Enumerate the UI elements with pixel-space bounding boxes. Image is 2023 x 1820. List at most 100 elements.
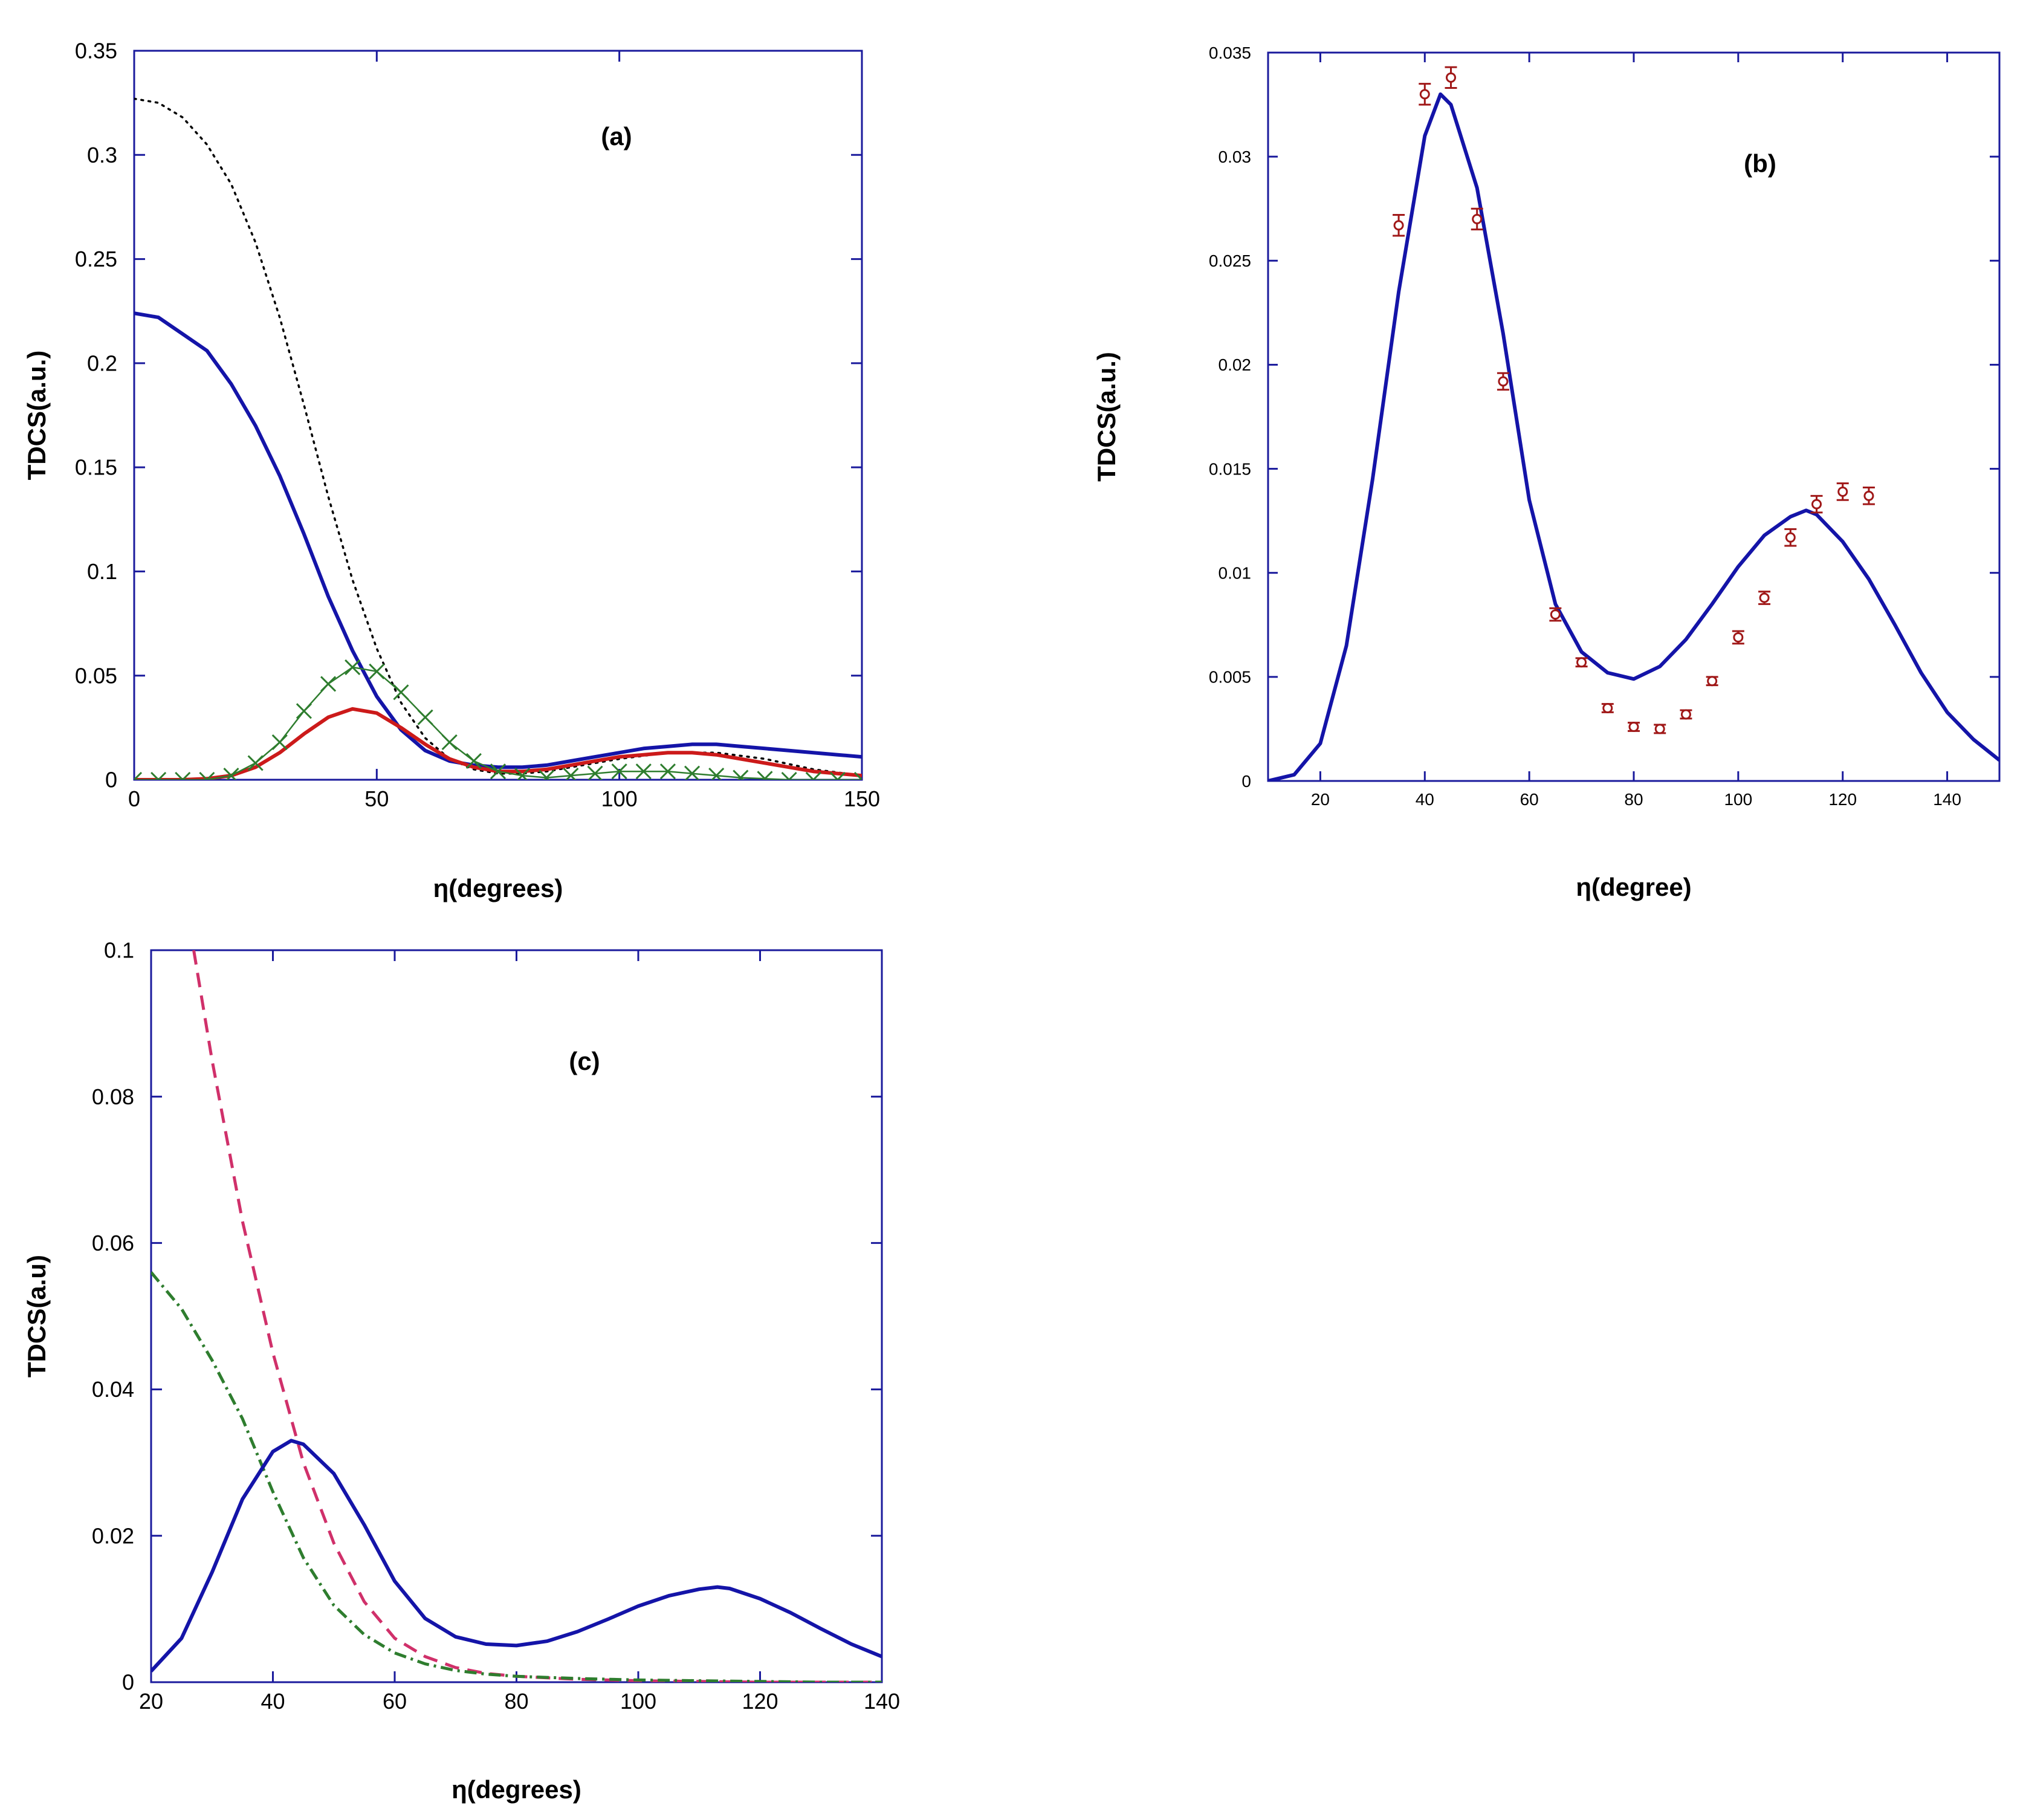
y-tick-label: 0.1 [87, 559, 117, 584]
cross-marker [151, 771, 167, 780]
cross-marker [465, 753, 482, 769]
panel-label: (a) [601, 122, 632, 151]
y-tick-label: 0.005 [1209, 668, 1251, 687]
x-tick-label: 40 [261, 1689, 285, 1714]
cross-marker [441, 734, 458, 751]
cross-marker [853, 771, 862, 780]
data-point [1811, 499, 1822, 510]
x-tick-label: 20 [139, 1689, 163, 1714]
y-tick-label: 0.35 [75, 39, 117, 63]
series-line-solid-blue [151, 1439, 882, 1673]
data-point [1654, 724, 1665, 734]
cross-marker [563, 768, 579, 780]
cross-marker [393, 684, 409, 701]
y-tick-label: 0 [1241, 772, 1251, 791]
x-tick-label: 120 [742, 1689, 778, 1714]
x-tick-label: 40 [1416, 790, 1434, 809]
data-point [1576, 657, 1587, 668]
data-point [1550, 609, 1561, 620]
data-point [1472, 213, 1483, 224]
y-tick-label: 0.3 [87, 143, 117, 167]
cross-marker [805, 771, 821, 780]
x-tick-label: 150 [844, 786, 880, 811]
series-line-theory-solid-blue [1268, 92, 1999, 781]
series-group [151, 950, 882, 1682]
cross-marker [175, 771, 191, 780]
x-tick-label: 120 [1828, 790, 1857, 809]
data-point [1419, 89, 1430, 100]
x-tick-label: 140 [1933, 790, 1961, 809]
y-tick-label: 0.08 [92, 1084, 134, 1109]
x-tick-label: 20 [1311, 790, 1330, 809]
cross-marker [345, 659, 361, 675]
series-group [134, 97, 862, 780]
cross-marker [247, 755, 264, 771]
cross-marker [733, 769, 749, 780]
x-tick-label: 100 [1724, 790, 1752, 809]
cross-marker [134, 771, 143, 780]
cross-marker [781, 771, 797, 780]
series-line-solid-blue [134, 311, 862, 769]
panel-label: (c) [569, 1047, 600, 1075]
data-point [1446, 72, 1456, 83]
data-point [1759, 592, 1770, 603]
cross-marker [369, 663, 385, 679]
cross-marker [611, 763, 627, 780]
y-tick-label: 0.02 [1219, 355, 1252, 374]
cross-marker [539, 769, 555, 780]
cross-marker [490, 763, 507, 780]
panel-label: (b) [1744, 149, 1776, 178]
cross-marker [296, 703, 312, 719]
y-tick-label: 0.01 [1219, 564, 1252, 583]
x-axis-title: η(degrees) [433, 874, 563, 902]
chart-panel-2: 20 40 60 80 100 120 140 0 0.005 0.01 0.015 0.02 0.02… [1092, 44, 2001, 901]
cross-marker [587, 765, 603, 780]
y-axis-title: TDCS(a.u.) [1092, 352, 1121, 482]
data-point [1602, 703, 1613, 713]
x-tick-label: 60 [383, 1689, 407, 1714]
cross-marker [320, 676, 337, 692]
x-tick-label: 100 [620, 1689, 656, 1714]
y-axis-title: TDCS(a.u.) [22, 351, 51, 481]
y-tick-label: 0.1 [104, 938, 134, 963]
data-point [1393, 220, 1404, 231]
chart-panel-3: 20 40 60 80 100 120 140 0 0.02 0.04 0.06 0.08 0.1 η(d… [22, 938, 900, 1804]
data-point [1498, 376, 1509, 387]
data-point [1733, 632, 1744, 643]
chart-panel-1: 0 50 100 150 0 0.05 0.1 0.15 0.2 0.25 0.3 0.35 η(deg… [22, 39, 880, 902]
cross-marker [417, 709, 433, 725]
x-axis-title: η(degrees) [452, 1775, 581, 1804]
data-point [1628, 721, 1639, 732]
x-tick-label: 80 [504, 1689, 528, 1714]
data-point [1680, 709, 1691, 720]
data-point [1707, 676, 1718, 687]
series-line-dashdot-green [151, 1271, 882, 1682]
data-point [1837, 486, 1848, 497]
y-tick-label: 0 [105, 768, 117, 792]
cross-marker [757, 771, 773, 780]
x-axis-title: η(degree) [1576, 873, 1691, 901]
data-point [1785, 532, 1796, 543]
y-tick-label: 0.04 [92, 1377, 134, 1402]
cross-marker [223, 768, 239, 780]
cross-marker [659, 763, 676, 780]
cross-marker [829, 771, 846, 780]
y-tick-label: 0.015 [1209, 459, 1251, 478]
y-tick-label: 0.035 [1209, 44, 1251, 62]
y-tick-label: 0.03 [1219, 147, 1252, 166]
y-tick-label: 0 [122, 1670, 134, 1695]
y-tick-label: 0.15 [75, 455, 117, 480]
y-axis-title: TDCS(a.u) [22, 1255, 51, 1378]
x-tick-label: 50 [364, 786, 389, 811]
cross-marker [514, 768, 531, 780]
data-point [1863, 490, 1874, 501]
y-tick-label: 0.025 [1209, 251, 1251, 270]
y-tick-label: 0.25 [75, 247, 117, 271]
plot-frame [133, 50, 863, 781]
cross-marker [684, 765, 701, 780]
y-tick-label: 0.2 [87, 351, 117, 375]
series-group [1268, 66, 1999, 781]
x-tick-label: 60 [1520, 790, 1539, 809]
x-tick-label: 100 [601, 786, 638, 811]
